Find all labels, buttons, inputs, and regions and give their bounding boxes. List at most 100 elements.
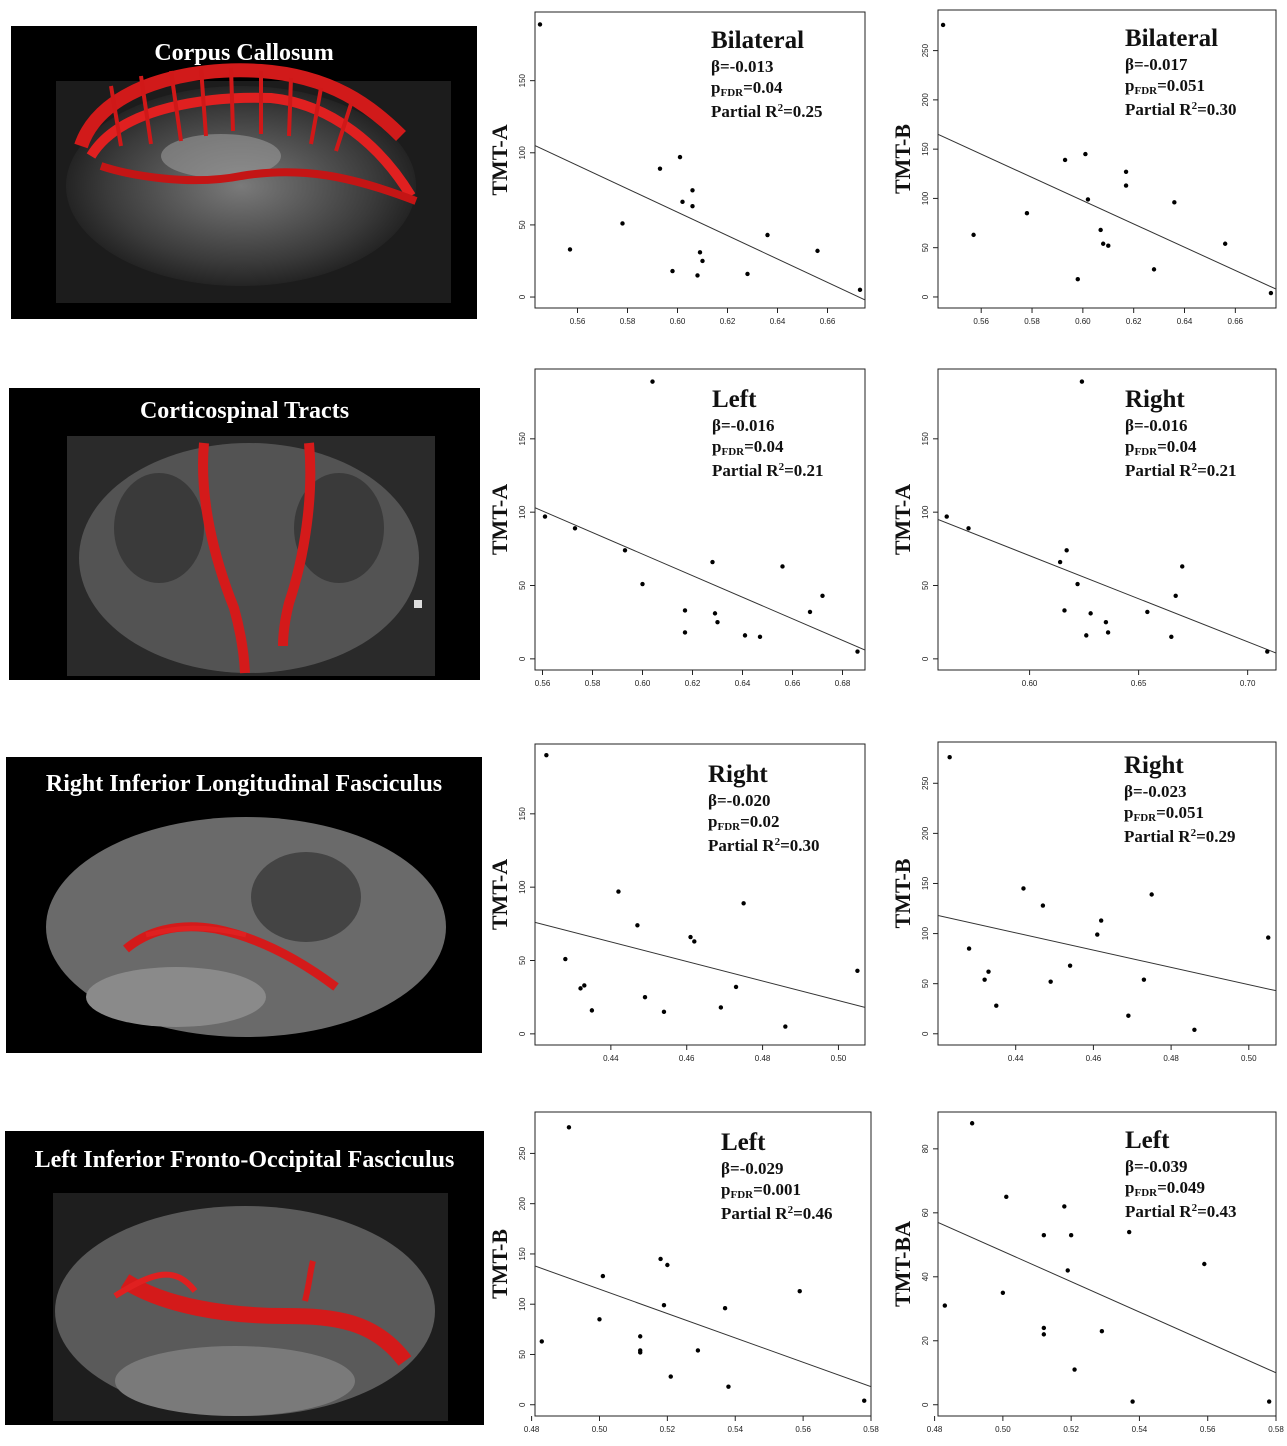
y-tick-label: 50 <box>921 581 930 590</box>
partial-r2-label: Partial R2=0.29 <box>1124 827 1236 846</box>
data-point <box>657 166 663 171</box>
x-tick-label: 0.62 <box>685 679 701 688</box>
data-point <box>1202 1261 1207 1267</box>
partial-r2-label: Partial R2=0.21 <box>1125 461 1237 480</box>
y-tick-label: 50 <box>518 581 527 590</box>
x-tick-label: 0.68 <box>835 679 851 688</box>
p-fdr-label: pFDR=0.049 <box>1125 1178 1206 1199</box>
scatter-plot: 0.48 0.50 0.52 0.54 0.56 0.58 0 50 100 150 200 250 T… <box>487 1108 879 1446</box>
plot-frame <box>534 743 866 1046</box>
data-point <box>1079 379 1085 384</box>
x-tick-label: 0.56 <box>535 679 551 688</box>
data-point <box>1106 243 1111 248</box>
data-point <box>1098 918 1104 923</box>
stat-annotation: Left β=-0.016 pFDR=0.04 Partial R2=0.21 <box>712 387 824 483</box>
data-point <box>969 1121 975 1126</box>
y-tick-label: 250 <box>921 776 930 790</box>
data-point <box>690 188 695 193</box>
y-tick-label: 150 <box>518 432 527 446</box>
data-point <box>862 1398 867 1403</box>
x-tick-label: 0.60 <box>635 679 651 688</box>
data-point <box>1084 633 1089 638</box>
data-point <box>668 1374 673 1379</box>
data-point <box>582 983 587 988</box>
data-point <box>1123 183 1129 188</box>
hemisphere-label: Bilateral <box>1125 25 1219 52</box>
data-point <box>1268 290 1274 296</box>
data-point <box>680 199 685 205</box>
data-point <box>1095 932 1100 937</box>
x-tick-label: 0.62 <box>720 317 736 326</box>
data-point <box>695 1348 701 1353</box>
data-point <box>733 984 739 990</box>
data-point <box>1062 1204 1067 1209</box>
y-tick-label: 150 <box>518 1247 527 1261</box>
data-point <box>1004 1194 1009 1200</box>
left-ifof-tract-image <box>53 1193 448 1421</box>
data-point <box>1141 977 1147 982</box>
brain-panel-corticospinal: Corticospinal Tracts <box>9 388 480 680</box>
data-point <box>537 22 543 27</box>
y-tick-label: 80 <box>921 1144 930 1153</box>
x-tick-label: 0.56 <box>795 1425 811 1434</box>
brain-panel-corpus-callosum: Corpus Callosum <box>11 26 477 319</box>
brain-panel-right-ilf: Right Inferior Longitudinal Fasciculus <box>6 757 482 1053</box>
y-tick-label: 0 <box>518 294 527 299</box>
data-point <box>695 273 700 278</box>
y-tick-label: 60 <box>921 1208 930 1217</box>
data-point <box>1075 581 1080 587</box>
data-point <box>1126 1229 1132 1235</box>
y-tick-label: 0 <box>921 1402 930 1407</box>
data-point <box>947 755 952 760</box>
data-point <box>616 889 621 894</box>
y-tick-label: 250 <box>518 1146 527 1160</box>
data-point <box>1057 559 1063 565</box>
data-point <box>650 379 655 384</box>
data-point <box>966 526 971 531</box>
data-point <box>971 232 976 238</box>
x-tick-label: 0.58 <box>585 679 601 688</box>
tract-title: Right Inferior Longitudinal Fasciculus <box>45 771 443 797</box>
partial-r2-label: Partial R2=0.30 <box>1125 100 1237 119</box>
data-point <box>638 1334 643 1339</box>
data-point <box>982 977 987 982</box>
right-ilf-tract-image <box>46 817 446 1037</box>
data-point <box>542 514 548 519</box>
data-point <box>1100 241 1106 246</box>
data-point <box>986 969 991 974</box>
corpus-callosum-tract-image <box>56 63 451 303</box>
data-point <box>944 514 949 519</box>
y-axis-label: TMT-A <box>487 484 512 555</box>
y-tick-label: 50 <box>518 1349 527 1358</box>
x-tick-label: 0.56 <box>570 317 586 326</box>
y-tick-label: 200 <box>921 93 930 107</box>
stat-annotation: Bilateral β=-0.017 pFDR=0.051 Partial R2… <box>1125 26 1237 122</box>
tract-title: Left Inferior Fronto-Occipital Fasciculu… <box>34 1147 455 1173</box>
data-point <box>642 994 648 1000</box>
data-point <box>688 934 693 940</box>
y-tick-label: 150 <box>518 807 527 821</box>
data-point <box>780 564 785 569</box>
data-point <box>1169 634 1174 640</box>
data-point <box>1062 157 1068 163</box>
data-point <box>600 1273 606 1279</box>
data-point <box>1041 1233 1047 1238</box>
data-point <box>638 1350 643 1355</box>
data-point <box>966 946 972 951</box>
data-point <box>1173 593 1178 598</box>
y-tick-label: 150 <box>921 876 930 890</box>
x-tick-label: 0.58 <box>620 317 636 326</box>
data-point <box>1041 1325 1047 1331</box>
data-point <box>620 221 625 226</box>
plot-frame <box>937 9 1277 309</box>
data-point <box>1072 1367 1077 1372</box>
x-tick-label: 0.44 <box>1008 1054 1024 1063</box>
beta-label: β=-0.013 <box>711 57 774 76</box>
y-tick-label: 50 <box>518 220 527 229</box>
regression-line <box>535 507 865 651</box>
data-point <box>742 633 748 638</box>
y-tick-label: 250 <box>921 43 930 57</box>
data-point <box>1130 1399 1135 1404</box>
data-point <box>572 526 578 531</box>
data-point <box>1123 169 1129 175</box>
